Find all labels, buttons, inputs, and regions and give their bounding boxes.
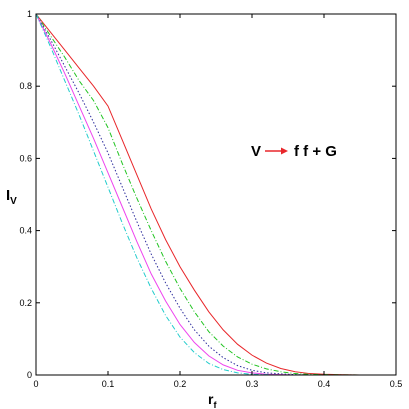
x-axis-label: rf: [208, 391, 217, 409]
annotation-arrow-icon: [265, 147, 288, 155]
series-line-1: [35, 13, 396, 376]
y-tick-label: 1: [27, 9, 32, 19]
y-tick-label: 0: [27, 370, 32, 380]
x-tick-label: 0.5: [390, 379, 403, 389]
x-axis-label-main: r: [208, 391, 214, 407]
y-tick-label: 0.4: [19, 226, 32, 236]
curves-group: [35, 13, 396, 376]
y-tick-label: 0.8: [19, 81, 32, 91]
ticks-group: 0 0.1 0.2 0.3 0.4 0.5 0 0.2 0.4 0.6 0.8 1: [19, 9, 402, 389]
x-tick-label: 0.4: [318, 379, 331, 389]
plot-frame: [35, 13, 397, 376]
y-axis-label: IV: [6, 187, 17, 207]
annotation-left: V: [251, 143, 261, 160]
y-tick-label: 0.2: [19, 298, 32, 308]
annotation-right: f f + G: [294, 143, 337, 160]
x-tick-label: 0.2: [174, 379, 187, 389]
x-tick-label: 0: [33, 379, 38, 389]
y-axis-label-sub: V: [10, 196, 17, 207]
y-axis-label-main: I: [6, 187, 10, 204]
x-tick-label: 0.1: [102, 379, 115, 389]
x-tick-label: 0.3: [246, 379, 259, 389]
y-tick-label: 0.6: [19, 153, 32, 163]
x-axis-label-sub: f: [213, 400, 217, 409]
